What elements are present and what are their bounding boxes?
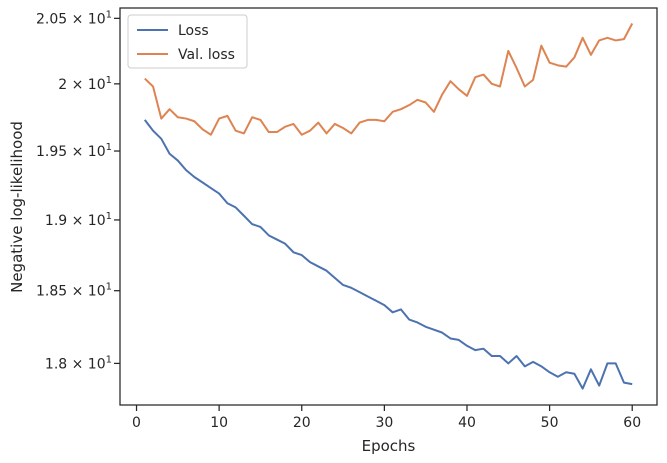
x-tick-label: 60 bbox=[623, 415, 641, 431]
x-axis-ticks: 0 10 20 30 40 50 60 bbox=[132, 405, 641, 431]
legend: Loss Val. loss bbox=[127, 14, 248, 69]
legend-label-loss: Loss bbox=[178, 23, 209, 39]
x-tick-label: 20 bbox=[293, 415, 311, 431]
y-axis-label: Negative log-likelihood bbox=[8, 121, 26, 293]
y-axis-ticks: 1.8 × 101 1.85 × 101 1.9 × 101 1.95 × 101 2 … bbox=[36, 9, 120, 372]
y-tick-label: 1.8 × 101 bbox=[45, 354, 112, 372]
x-tick-label: 50 bbox=[541, 415, 559, 431]
x-tick-label: 10 bbox=[210, 415, 228, 431]
y-tick-label: 2.05 × 101 bbox=[36, 9, 112, 27]
plot-frame bbox=[119, 7, 658, 406]
y-tick-label: 1.85 × 101 bbox=[36, 282, 112, 300]
series-line-loss bbox=[143, 119, 633, 390]
y-tick-label: 2 × 101 bbox=[58, 75, 112, 93]
y-tick-label: 1.9 × 101 bbox=[45, 211, 112, 229]
y-tick-label: 1.95 × 101 bbox=[36, 142, 112, 160]
x-tick-label: 40 bbox=[458, 415, 476, 431]
x-tick-label: 0 bbox=[132, 415, 141, 431]
series-lines bbox=[143, 23, 634, 390]
x-tick-label: 30 bbox=[375, 415, 393, 431]
series-line-val-loss bbox=[144, 23, 634, 136]
legend-label-val-loss: Val. loss bbox=[178, 47, 235, 63]
x-axis-label: Epochs bbox=[362, 437, 416, 455]
